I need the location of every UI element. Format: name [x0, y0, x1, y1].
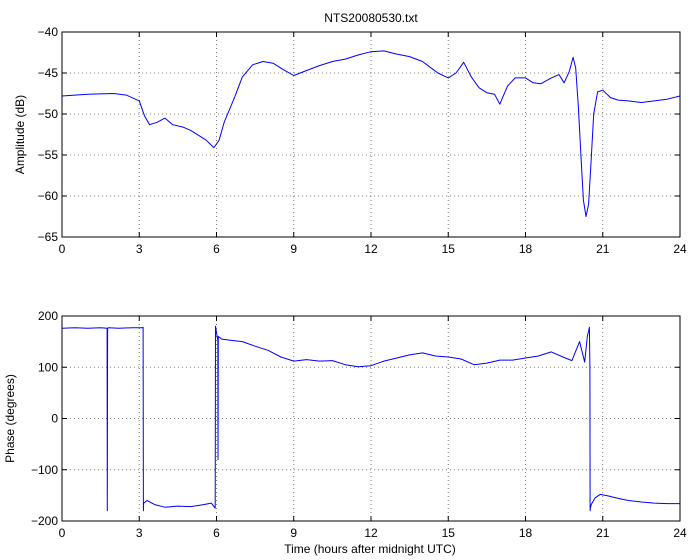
y-tick-label: 200 [38, 309, 58, 323]
y-tick-label: −200 [31, 514, 58, 528]
y-tick-label: −65 [38, 230, 59, 244]
series-line [61, 325, 680, 512]
phase-panel: 0 3 6 9 12 15 18 21 24 −200 −100 0 100 200 Phase (degr… [3, 309, 687, 540]
x-tick-label: 15 [442, 242, 456, 256]
x-tick-label: 12 [364, 526, 378, 540]
y-axis-label: Phase (degrees) [3, 374, 17, 463]
y-tick-label: −50 [38, 107, 59, 121]
y-tick-label: −40 [38, 25, 59, 39]
x-tick-label: 0 [59, 526, 66, 540]
x-tick-label: 3 [136, 526, 143, 540]
y-tick-label: −100 [31, 463, 58, 477]
x-tick-label: 24 [673, 242, 687, 256]
y-axis-label: Amplitude (dB) [13, 95, 27, 174]
x-axis-label: Time (hours after midnight UTC) [284, 542, 456, 556]
axes-frame [61, 31, 681, 238]
x-tick-label: 9 [290, 526, 297, 540]
y-tick-label: −45 [38, 66, 59, 80]
x-tick-label: 3 [136, 242, 143, 256]
amplitude-panel: 0 3 6 9 12 15 18 21 24 −65 −60 −55 −50 −45 −40 Amplitud… [13, 25, 687, 256]
x-tick-label: 12 [364, 242, 378, 256]
y-tick-label: 0 [51, 412, 58, 426]
chart-title: NTS20080530.txt [324, 11, 418, 25]
x-tick-label: 24 [673, 526, 687, 540]
y-tick-label: 100 [38, 360, 58, 374]
series-line [61, 50, 681, 217]
x-tick-label: 18 [519, 242, 533, 256]
x-tick-label: 18 [519, 526, 533, 540]
x-tick-label: 21 [596, 526, 610, 540]
x-tick-label: 6 [213, 526, 220, 540]
y-tick-label: −60 [38, 189, 59, 203]
x-tick-label: 21 [596, 242, 610, 256]
y-tick-label: −55 [38, 148, 59, 162]
x-tick-label: 15 [442, 526, 456, 540]
x-tick-label: 6 [213, 242, 220, 256]
x-tick-label: 9 [290, 242, 297, 256]
x-tick-label: 0 [59, 242, 66, 256]
